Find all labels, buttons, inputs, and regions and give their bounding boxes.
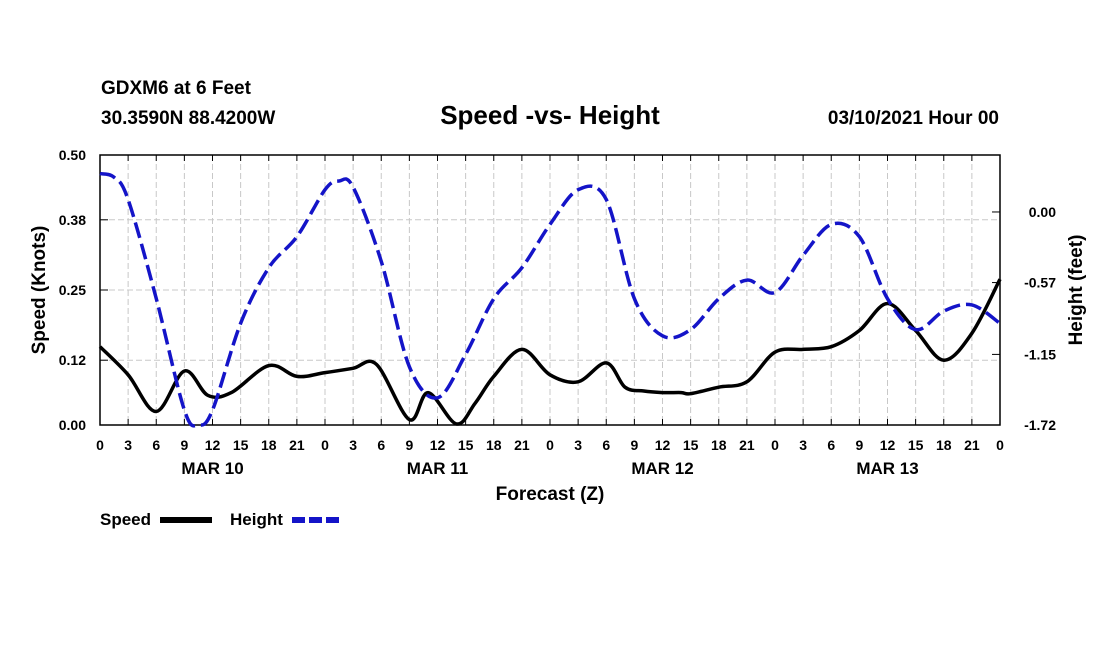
y-tick-label: 0.25 <box>59 282 86 298</box>
axes: 0 3 6 9 12 15 18 21 0 3 6 9 12 15 18 21 0 3 6 9 12 15 18 21 0 3 6 9… <box>59 147 1056 478</box>
y-tick-label: 0.50 <box>59 147 86 163</box>
x-tick-label: 15 <box>458 437 474 453</box>
plot-frame <box>99 154 1001 426</box>
x-tick-label: 18 <box>711 437 727 453</box>
station-label: GDXM6 at 6 Feet <box>101 78 252 99</box>
coords-label: 30.3590N 88.4200W <box>101 108 275 129</box>
day-label: MAR 10 <box>181 459 243 478</box>
x-tick-label: 18 <box>486 437 502 453</box>
x-tick-label: 15 <box>908 437 924 453</box>
x-tick-label: 12 <box>880 437 896 453</box>
x-tick-label: 15 <box>683 437 699 453</box>
x-tick-label: 0 <box>996 437 1004 453</box>
x-tick-label: 15 <box>233 437 249 453</box>
y2-tick-label: -1.15 <box>1024 346 1056 362</box>
date-label: 03/10/2021 Hour 00 <box>828 108 999 129</box>
x-tick-label: 6 <box>827 437 835 453</box>
x-tick-label: 9 <box>630 437 638 453</box>
grid <box>100 155 1000 425</box>
series <box>98 171 1002 428</box>
height-series-line <box>99 171 1002 428</box>
x-tick-label: 6 <box>152 437 160 453</box>
x-tick-label: 18 <box>936 437 952 453</box>
x-tick-label: 3 <box>124 437 132 453</box>
legend-height-label: Height <box>230 510 283 529</box>
x-axis-title: Forecast (Z) <box>496 484 605 505</box>
day-label: MAR 13 <box>856 459 918 478</box>
x-tick-label: 0 <box>771 437 779 453</box>
legend-speed-label: Speed <box>100 510 151 529</box>
day-label: MAR 11 <box>407 459 468 478</box>
y2-tick-label: 0.00 <box>1029 204 1056 220</box>
y2-tick-label: -1.72 <box>1024 417 1056 433</box>
chart-title: Speed -vs- Height <box>440 100 660 130</box>
x-tick-label: 9 <box>180 437 188 453</box>
x-tick-label: 18 <box>261 437 277 453</box>
y2-axis-title: Height (feet) <box>1066 235 1087 346</box>
x-tick-label: 9 <box>405 437 413 453</box>
y-tick-label: 0.38 <box>59 212 86 228</box>
x-tick-label: 3 <box>349 437 357 453</box>
x-tick-label: 3 <box>574 437 582 453</box>
x-tick-label: 3 <box>799 437 807 453</box>
y-tick-label: 0.00 <box>59 417 86 433</box>
x-tick-label: 21 <box>514 437 530 453</box>
day-label: MAR 12 <box>631 459 693 478</box>
y-axis-title: Speed (Knots) <box>29 226 50 355</box>
x-tick-label: 21 <box>739 437 755 453</box>
x-tick-label: 0 <box>321 437 329 453</box>
x-tick-label: 9 <box>855 437 863 453</box>
x-tick-label: 6 <box>602 437 610 453</box>
x-tick-label: 12 <box>205 437 221 453</box>
x-tick-label: 12 <box>430 437 446 453</box>
x-tick-label: 12 <box>655 437 671 453</box>
legend: Speed Height <box>100 510 342 529</box>
y-tick-label: 0.12 <box>59 352 86 368</box>
x-tick-label: 21 <box>289 437 305 453</box>
speed-series-line <box>98 278 1002 426</box>
x-tick-label: 0 <box>546 437 554 453</box>
x-tick-label: 6 <box>377 437 385 453</box>
x-tick-label: 21 <box>964 437 980 453</box>
y2-tick-label: -0.57 <box>1024 275 1056 291</box>
x-tick-label: 0 <box>96 437 104 453</box>
